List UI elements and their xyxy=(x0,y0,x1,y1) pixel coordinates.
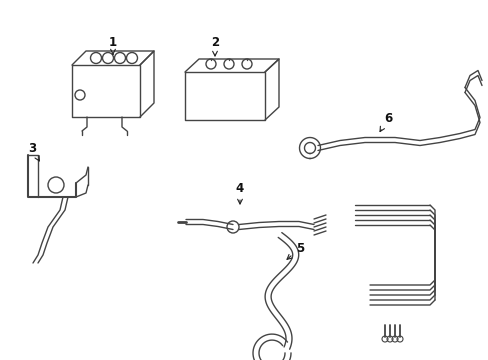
Text: 5: 5 xyxy=(286,242,304,259)
Text: 3: 3 xyxy=(28,141,40,161)
Text: 1: 1 xyxy=(109,36,117,54)
Text: 2: 2 xyxy=(210,36,219,56)
Text: 4: 4 xyxy=(235,181,244,204)
Text: 6: 6 xyxy=(379,112,391,131)
